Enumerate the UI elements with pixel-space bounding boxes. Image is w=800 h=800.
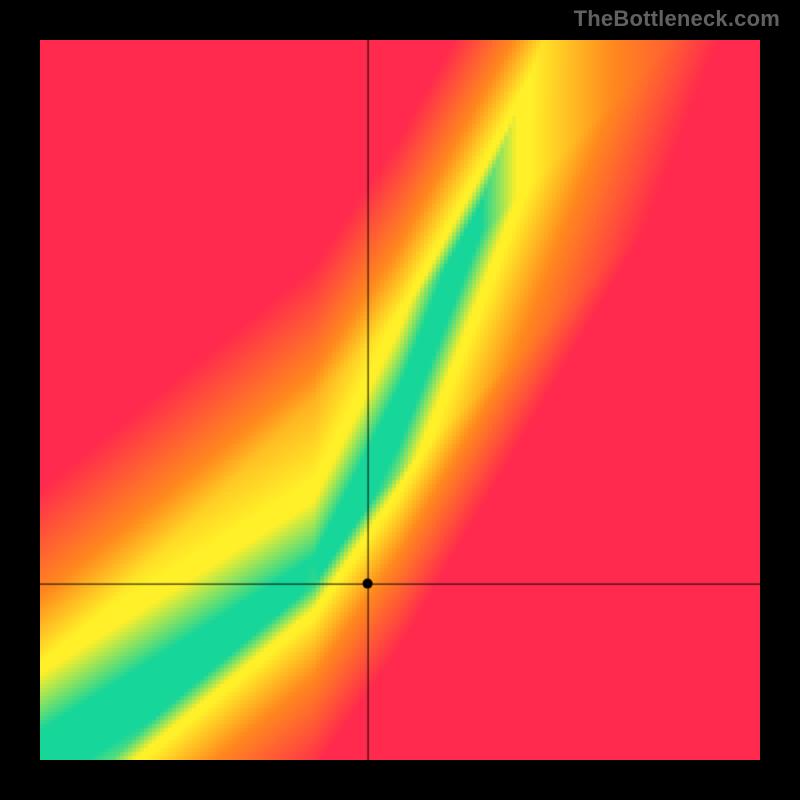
watermark-text: TheBottleneck.com <box>574 6 780 32</box>
chart-frame: TheBottleneck.com <box>0 0 800 800</box>
plot-area <box>40 40 760 760</box>
bottleneck-heatmap-canvas <box>40 40 760 760</box>
